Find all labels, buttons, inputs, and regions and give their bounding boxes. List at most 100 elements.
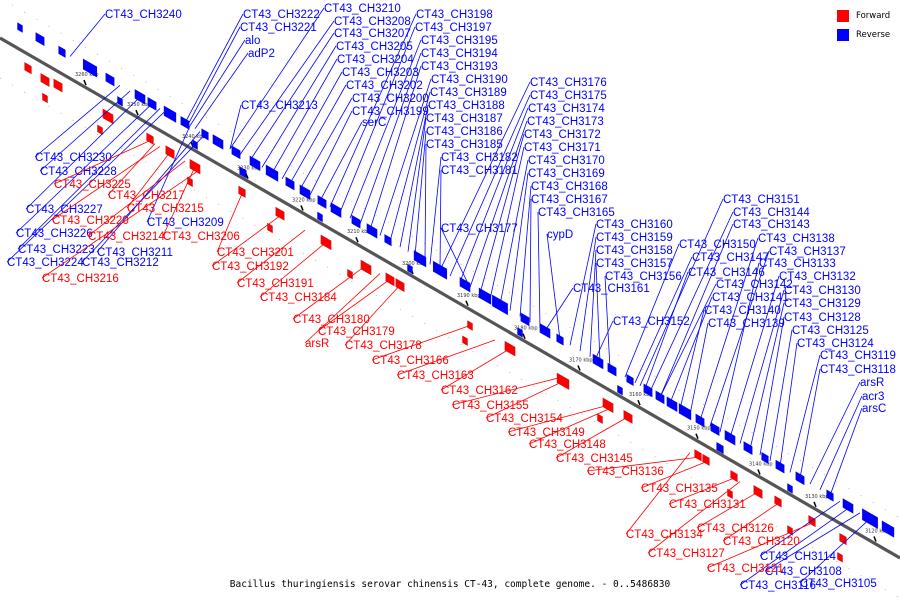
forward-gene bbox=[24, 61, 32, 75]
reverse-gene-label-leader bbox=[229, 7, 325, 150]
reverse-gene-label: CT43_CH3185 bbox=[426, 139, 503, 151]
reverse-gene bbox=[384, 233, 392, 247]
reverse-gene-label: CT43_CH3167 bbox=[531, 194, 608, 206]
reverse-gene-label: CT43_CH3165 bbox=[538, 207, 615, 219]
reverse-gene-label: CT43_CH3177 bbox=[441, 223, 518, 235]
forward-gene bbox=[146, 132, 154, 145]
forward-gene-label-leader bbox=[87, 160, 186, 237]
reverse-gene-label: CT43_CH3116 bbox=[740, 580, 816, 592]
reverse-gene-label-leader bbox=[769, 329, 793, 461]
forward-gene bbox=[808, 514, 816, 528]
forward-gene-label-leader bbox=[555, 416, 629, 459]
reverse-gene-label-leader bbox=[271, 58, 338, 174]
forward-gene-label: CT43_CH3163 bbox=[397, 370, 474, 382]
reverse-gene-label: CT43_CH3158 bbox=[596, 245, 673, 257]
reverse-gene-label: CT43_CH3129 bbox=[784, 298, 861, 310]
reverse-gene-label-leader bbox=[595, 262, 601, 363]
forward-gene-label: CT43_CH3120 bbox=[723, 536, 800, 548]
reverse-gene-label: alo bbox=[245, 35, 260, 47]
reverse-gene-label: CT43_CH3157 bbox=[596, 258, 673, 270]
tick-label: 3220 kbp bbox=[292, 197, 316, 203]
reverse-gene bbox=[105, 72, 115, 87]
legend-item-forward: Forward bbox=[837, 6, 890, 25]
forward-gene-label: CT43_CH3136 bbox=[587, 466, 664, 478]
reverse-gene-label-leader bbox=[519, 185, 532, 317]
reverse-gene-label-leader bbox=[439, 169, 442, 271]
reverse-gene bbox=[299, 184, 311, 201]
reverse-gene-label: CT43_CH3118 bbox=[820, 364, 896, 376]
forward-gene bbox=[238, 185, 246, 199]
reverse-gene-label: CT43_CH3223 bbox=[18, 244, 95, 256]
reverse-gene-label-leader bbox=[659, 223, 734, 398]
reverse-gene-label: CT43_CH3161 bbox=[573, 283, 650, 295]
reverse-gene bbox=[249, 155, 261, 172]
reverse-gene-label-leader bbox=[544, 287, 574, 332]
forward-gene bbox=[42, 92, 48, 104]
tick-mark bbox=[355, 236, 359, 243]
reverse-gene-label: CT43_CH3198 bbox=[416, 9, 493, 21]
reverse-gene-label-leader bbox=[764, 512, 861, 572]
reverse-gene-label-leader bbox=[739, 506, 851, 586]
reverse-gene bbox=[678, 402, 692, 421]
reverse-gene-label: CT43_CH3212 bbox=[82, 257, 159, 269]
reverse-gene bbox=[239, 166, 247, 179]
forward-gene-label-leader bbox=[126, 151, 171, 209]
reverse-gene bbox=[413, 249, 427, 268]
reverse-gene-label: CT43_CH3227 bbox=[26, 204, 103, 216]
forward-gene-label: CT43_CH3154 bbox=[486, 413, 563, 425]
reverse-gene-label: CT43_CH3124 bbox=[797, 338, 874, 350]
reverse-gene-label-leader bbox=[739, 289, 785, 444]
forward-gene-label: CT43_CH3179 bbox=[318, 326, 395, 338]
reverse-gene-label-leader bbox=[639, 198, 724, 386]
reverse-gene-label: CT43_CH3169 bbox=[528, 168, 605, 180]
reverse-gene-label: CT43_CH3209 bbox=[147, 217, 224, 229]
tick-label: 3210 kbp bbox=[347, 229, 371, 235]
forward-gene bbox=[702, 453, 710, 467]
reverse-gene bbox=[881, 520, 895, 538]
tick-label: 3130 kbp bbox=[805, 494, 829, 500]
forward-gene bbox=[774, 495, 782, 508]
forward-gene-label-leader bbox=[317, 279, 391, 332]
reverse-gene-label: CT43_CH3226 bbox=[16, 228, 93, 240]
reverse-gene-label: CT43_CH3230 bbox=[35, 152, 112, 164]
tick-mark bbox=[83, 79, 87, 86]
reverse-gene-label: CT43_CH3172 bbox=[524, 129, 601, 141]
reverse-gene-label-leader bbox=[779, 342, 798, 467]
reverse-gene-label: CT43_CH3160 bbox=[596, 219, 673, 231]
reverse-gene-label-leader bbox=[249, 32, 335, 161]
reverse-gene bbox=[607, 362, 617, 377]
reverse-gene-label: adP2 bbox=[248, 48, 275, 60]
reverse-gene-label-leader bbox=[187, 26, 241, 125]
forward-gene-label: CT43_CH3178 bbox=[345, 340, 422, 352]
forward-gene-label-leader bbox=[640, 461, 707, 489]
forward-gene bbox=[53, 78, 63, 93]
tick-label: 3120 kbp bbox=[865, 529, 889, 535]
reverse-gene-label-leader bbox=[546, 233, 561, 340]
reverse-gene-label: CT43_CH3200 bbox=[352, 93, 429, 105]
reverse-gene-label: CT43_CH3171 bbox=[524, 142, 601, 154]
reverse-gene-label: CT43_CH3193 bbox=[421, 61, 498, 73]
reverse-gene-label: CT43_CH3133 bbox=[759, 258, 836, 270]
reverse-gene-label-leader bbox=[729, 275, 780, 438]
reverse-gene bbox=[35, 31, 45, 47]
reverse-gene-label-leader bbox=[799, 518, 871, 584]
forward-gene-label-leader bbox=[451, 377, 561, 406]
tick-mark bbox=[522, 333, 526, 339]
reverse-gene-label-leader bbox=[669, 296, 713, 404]
reverse-gene bbox=[617, 384, 623, 396]
reverse-gene bbox=[710, 421, 720, 437]
forward-gene-label: CT43_CH3162 bbox=[441, 385, 518, 397]
reverse-gene-label: CT43_CH3119 bbox=[820, 350, 896, 362]
reverse-gene-label: CT43_CH3221 bbox=[240, 22, 317, 34]
reverse-gene bbox=[317, 194, 327, 210]
forward-gene-label-leader bbox=[647, 481, 741, 554]
reverse-gene-label: CT43_CH3173 bbox=[527, 116, 604, 128]
reverse-gene bbox=[478, 287, 492, 306]
legend-label-reverse: Reverse bbox=[856, 29, 891, 40]
reverse-gene-label-leader bbox=[509, 172, 529, 311]
reverse-gene-label-leader bbox=[289, 84, 347, 184]
reverse-gene-label: CT43_CH3151 bbox=[723, 194, 800, 206]
reverse-gene bbox=[351, 214, 361, 229]
forward-gene bbox=[462, 335, 468, 347]
reverse-gene-label-leader bbox=[96, 131, 201, 253]
